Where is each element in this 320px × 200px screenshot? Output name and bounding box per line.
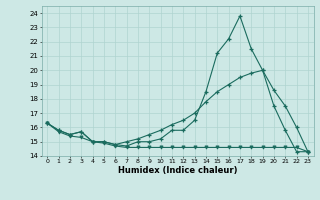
X-axis label: Humidex (Indice chaleur): Humidex (Indice chaleur) bbox=[118, 166, 237, 175]
